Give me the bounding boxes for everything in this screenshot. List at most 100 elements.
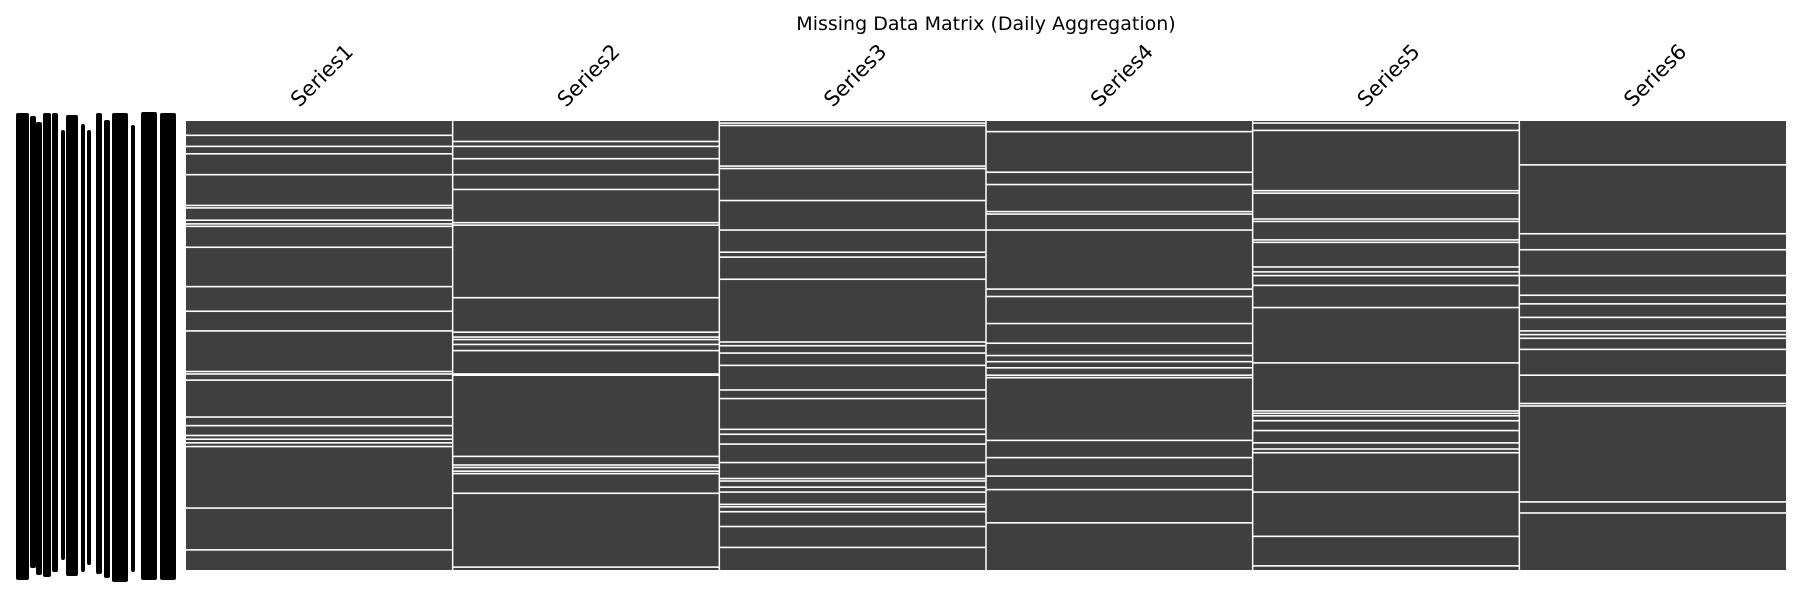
missing-cell: [1519, 348, 1786, 351]
missing-cell: [452, 296, 720, 299]
missing-cell: [452, 140, 720, 143]
missing-cell: [1252, 415, 1520, 417]
missing-cell: [1519, 294, 1786, 297]
missing-cell: [719, 506, 986, 508]
missing-cell: [452, 336, 720, 338]
missing-cell: [452, 331, 720, 333]
missing-cell: [1252, 491, 1520, 493]
column-label-Series3: Series3: [819, 39, 891, 111]
missing-cell: [452, 455, 720, 458]
sparkline-mark: [30, 116, 36, 568]
missing-cell: [719, 256, 986, 258]
missing-cell: [1252, 274, 1520, 277]
missing-cell: [452, 338, 720, 341]
missing-cell: [1252, 429, 1520, 432]
column-label-Series1: Series1: [286, 39, 358, 111]
matrix-grid: [186, 121, 1786, 570]
missing-cell: [452, 157, 720, 160]
missing-cell: [1252, 122, 1520, 124]
missing-cell: [1519, 232, 1786, 235]
missing-cell: [1252, 129, 1520, 132]
missing-cell: [186, 507, 453, 509]
missing-cell: [986, 360, 1253, 363]
missing-cell: [186, 549, 453, 551]
missing-cell: [986, 288, 1253, 290]
missing-cell: [1252, 189, 1520, 192]
missing-cell: [452, 470, 720, 472]
missing-cell: [1252, 410, 1520, 412]
missing-cell: [719, 344, 986, 347]
missing-cell: [719, 428, 986, 431]
missing-cell: [1252, 419, 1520, 422]
missing-cell: [719, 525, 986, 528]
missing-cell: [719, 124, 986, 127]
missing-cell: [186, 424, 453, 427]
sparkline-mark: [61, 130, 65, 560]
missing-cell: [186, 373, 453, 375]
missing-cell: [719, 397, 986, 400]
matrix-column-Series4: [986, 121, 1253, 570]
missing-cell: [986, 354, 1253, 357]
missing-cell: [1252, 535, 1520, 538]
missing-cell: [186, 134, 453, 137]
chart-title: Missing Data Matrix (Daily Aggregation): [796, 13, 1175, 35]
sparkline-mark: [112, 113, 128, 582]
missing-cell: [719, 122, 986, 124]
missing-cell: [719, 167, 986, 170]
missing-cell: [186, 330, 453, 332]
missing-cell: [719, 165, 986, 167]
matrix-column-Series6: [1519, 121, 1786, 570]
missing-cell: [986, 183, 1253, 186]
sparkline-mark: [81, 124, 85, 572]
sparkline-mark: [16, 113, 29, 580]
missing-cell: [186, 152, 453, 155]
missing-cell: [986, 171, 1253, 174]
missing-cell: [452, 472, 720, 475]
missing-cell: [1252, 239, 1520, 241]
matrix-column-Series1: [186, 121, 453, 570]
missing-cell: [186, 225, 453, 228]
missing-cell: [986, 130, 1253, 133]
missing-cell: [186, 310, 453, 313]
missing-cell: [1519, 374, 1786, 377]
missing-cell: [719, 477, 986, 480]
missing-cell: [186, 442, 453, 444]
sparkline-mark: [36, 122, 42, 575]
row-completeness-sparkline: [16, 112, 176, 582]
missing-cell: [986, 376, 1253, 379]
column-labels: Series1 Series2 Series3 Series4 Series5 Serie…: [286, 39, 1691, 111]
column-label-Series6: Series6: [1619, 39, 1691, 111]
missing-cell: [452, 566, 720, 568]
missing-cell: [186, 370, 453, 373]
missing-cell: [719, 229, 986, 231]
sparkline-mark: [141, 112, 157, 580]
missing-cell: [1519, 337, 1786, 340]
missing-cell: [986, 522, 1253, 524]
missing-cell: [1519, 303, 1786, 305]
missing-cell: [719, 480, 986, 482]
missing-cell: [719, 278, 986, 281]
missing-cell: [986, 374, 1253, 377]
missing-cell: [186, 438, 453, 440]
missing-cell: [452, 374, 720, 377]
missing-cell: [452, 464, 720, 466]
missing-cell: [1252, 192, 1520, 194]
missing-cell: [1252, 565, 1520, 567]
missing-cell: [452, 343, 720, 346]
sparkline-mark: [131, 125, 135, 572]
missing-cell: [719, 199, 986, 202]
missing-cell: [1252, 442, 1520, 444]
missing-cell: [719, 546, 986, 549]
missing-cell: [986, 456, 1253, 459]
missing-cell: [452, 349, 720, 352]
missing-cell: [452, 188, 720, 191]
missing-cell: [719, 461, 986, 464]
missing-cell: [1519, 405, 1786, 407]
missing-cell: [986, 295, 1253, 298]
missing-cell: [719, 491, 986, 493]
missing-cell: [186, 207, 453, 209]
missing-cell: [719, 486, 986, 488]
missing-cell: [1519, 501, 1786, 503]
missing-cell: [986, 367, 1253, 369]
